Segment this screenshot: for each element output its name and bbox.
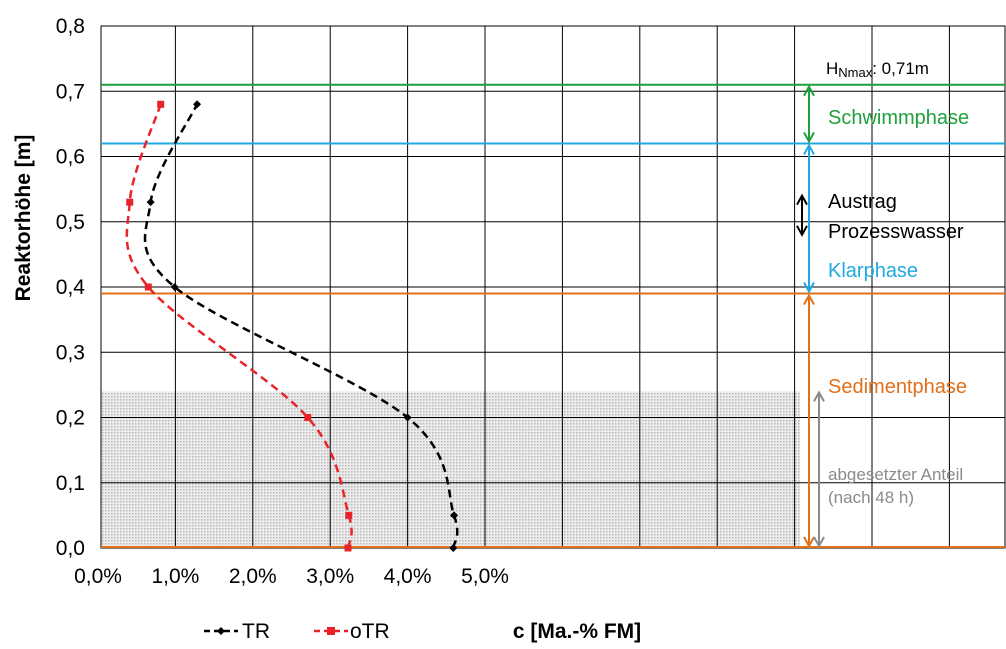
- y-tick-label: 0,5: [56, 211, 85, 234]
- series-otr-point: [304, 414, 312, 421]
- x-tick-label: 2,0%: [229, 565, 277, 588]
- series-tr-point: [403, 413, 412, 422]
- hmax-h: H: [826, 59, 838, 78]
- austrag-arrow-head-bottom: [796, 225, 808, 237]
- sediment-arrow: [803, 293, 815, 549]
- series-otr-point: [126, 198, 134, 206]
- series-tr-point: [146, 198, 155, 207]
- series-otr-point: [144, 283, 152, 291]
- austrag-label-line1: Austrag: [828, 191, 897, 213]
- klarphase-label: Klarphase: [828, 260, 918, 282]
- sediment-arrow-head-top: [803, 293, 815, 306]
- klar-arrow-head-bottom: [803, 282, 815, 294]
- austrag-label-line2: Prozesswasser: [828, 221, 964, 243]
- austrag-arrow-head-top: [796, 193, 808, 206]
- series-otr-point: [157, 100, 165, 108]
- tick-labels: 0,0% 1,0% 2,0% 3,0% 4,0% 5,0% 0,0 0,1 0,2 0,3 0,4 0…: [56, 15, 509, 588]
- austrag-arrow: [796, 193, 808, 237]
- legend-otr-label: oTR: [350, 620, 390, 643]
- x-tick-label: 0,0%: [74, 565, 122, 588]
- settled-arrow-head-top: [813, 390, 825, 402]
- schwimm-arrow-head-bottom: [803, 131, 815, 144]
- y-tick-label: 0,8: [56, 15, 85, 38]
- hmax-label: HNmax: 0,71m: [826, 59, 929, 80]
- x-tick-label: 3,0%: [306, 565, 354, 588]
- hmax-sub: Nmax: [838, 65, 872, 80]
- series-tr-point: [170, 283, 179, 291]
- series-otr-point: [344, 544, 352, 552]
- series-tr-point: [193, 100, 202, 109]
- schwimmphase-label: Schwimmphase: [828, 107, 969, 129]
- abgesetzt-label-line2: (nach 48 h): [828, 488, 914, 507]
- y-tick-label: 0,3: [56, 341, 85, 364]
- series-tr-point: [449, 544, 458, 552]
- x-tick-label: 4,0%: [384, 565, 432, 588]
- series-otr-point: [345, 511, 353, 519]
- legend-otr-marker: [327, 627, 335, 635]
- legend-tr-marker: [217, 627, 225, 635]
- y-tick-label: 0,6: [56, 146, 85, 169]
- sediment-arrow-head-bottom: [803, 536, 815, 549]
- y-tick-label: 0,4: [56, 276, 86, 299]
- schwimm-arrow: [803, 84, 815, 144]
- settled-region: [101, 391, 800, 548]
- klar-arrow: [803, 143, 815, 294]
- hmax-value: : 0,71m: [872, 59, 929, 78]
- phase-arrows: [796, 84, 825, 549]
- klar-arrow-head-top: [803, 143, 815, 155]
- series-tr-line: [143, 103, 459, 549]
- legend: TR oTR: [204, 620, 390, 643]
- x-tick-label: 5,0%: [461, 565, 509, 588]
- phase-lines: [101, 83, 1005, 548]
- y-tick-label: 0,1: [56, 472, 85, 495]
- schwimm-arrow-head-top: [803, 84, 815, 97]
- y-tick-label: 0,0: [56, 537, 85, 560]
- y-axis-title: Reaktorhöhe [m]: [12, 135, 35, 302]
- y-tick-label: 0,7: [56, 80, 85, 103]
- y-tick-label: 0,2: [56, 407, 85, 430]
- sedimentphase-label: Sedimentphase: [828, 376, 967, 398]
- abgesetzt-label-line1: abgesetzter Anteil: [828, 465, 963, 484]
- series-tr-point: [450, 511, 459, 520]
- x-tick-label: 1,0%: [151, 565, 199, 588]
- settled-arrow-head-bottom: [813, 536, 825, 549]
- series-layer: [125, 100, 459, 552]
- x-axis-title: c [Ma.-% FM]: [513, 620, 641, 643]
- legend-tr-label: TR: [242, 620, 270, 643]
- settled-arrow: [813, 390, 825, 549]
